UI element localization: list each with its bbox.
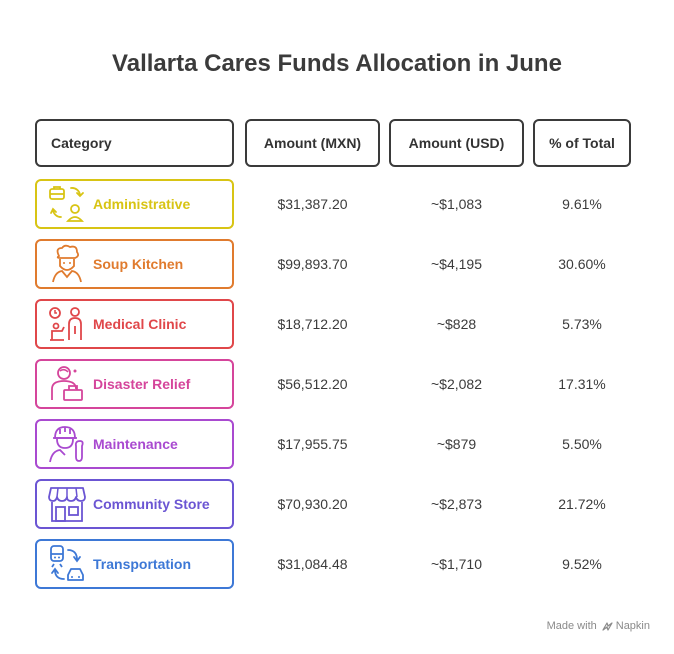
category-label: Maintenance (93, 436, 178, 452)
footer: Made with Napkin (547, 620, 650, 632)
doctor-icon (47, 304, 87, 344)
table-row: Administrative $31,387.20 ~$1,083 9.61% (0, 179, 674, 229)
amount-mxn-cell: $17,955.75 (277, 436, 348, 452)
category-medical-clinic: Medical Clinic (35, 299, 234, 349)
worker-icon (47, 424, 87, 464)
table-row: Medical Clinic $18,712.20 ~$828 5.73% (0, 299, 674, 349)
amount-usd-cell: ~$1,083 (431, 196, 482, 212)
amount-usd-cell: ~$2,873 (431, 496, 482, 512)
category-label: Community Store (93, 496, 210, 512)
header-amount-mxn: Amount (MXN) (245, 119, 380, 167)
percent-cell: 9.52% (562, 556, 602, 572)
header-percent-total: % of Total (533, 119, 631, 167)
amount-usd-cell: ~$2,082 (431, 376, 482, 392)
amount-mxn-cell: $31,084.48 (277, 556, 348, 572)
percent-cell: 30.60% (558, 256, 606, 272)
category-community-store: Community Store (35, 479, 234, 529)
relief-icon (47, 364, 87, 404)
header-amount-usd: Amount (USD) (389, 119, 524, 167)
table-row: Maintenance $17,955.75 ~$879 5.50% (0, 419, 674, 469)
amount-mxn-cell: $31,387.20 (277, 196, 348, 212)
category-label: Medical Clinic (93, 316, 187, 332)
footer-made-with: Made with (546, 620, 597, 632)
percent-cell: 9.61% (562, 196, 602, 212)
category-label: Transportation (93, 556, 192, 572)
category-label: Administrative (93, 196, 191, 212)
category-disaster-relief: Disaster Relief (35, 359, 234, 409)
table-row: Transportation $31,084.48 ~$1,710 9.52% (0, 539, 674, 589)
admin-icon (47, 184, 87, 224)
amount-mxn-cell: $18,712.20 (277, 316, 348, 332)
category-label: Soup Kitchen (93, 256, 184, 272)
category-soup-kitchen: Soup Kitchen (35, 239, 234, 289)
amount-usd-cell: ~$4,195 (431, 256, 482, 272)
percent-cell: 21.72% (558, 496, 606, 512)
transport-icon (47, 544, 87, 584)
category-maintenance: Maintenance (35, 419, 234, 469)
header-category: Category (35, 119, 234, 167)
page-title: Vallarta Cares Funds Allocation in June (112, 50, 562, 77)
amount-usd-cell: ~$879 (436, 436, 477, 452)
category-transportation: Transportation (35, 539, 234, 589)
amount-usd-cell: ~$828 (436, 316, 477, 332)
footer-brand: Napkin (615, 620, 650, 632)
amount-mxn-cell: $56,512.20 (277, 376, 348, 392)
category-label: Disaster Relief (93, 376, 191, 392)
table-row: Soup Kitchen $99,893.70 ~$4,195 30.60% (0, 239, 674, 289)
table-row: Disaster Relief $56,512.20 ~$2,082 17.31% (0, 359, 674, 409)
napkin-logo-icon (602, 621, 613, 632)
store-icon (47, 484, 87, 524)
amount-mxn-cell: $99,893.70 (277, 256, 348, 272)
amount-usd-cell: ~$1,710 (431, 556, 482, 572)
chef-icon (47, 244, 87, 284)
percent-cell: 5.73% (562, 316, 602, 332)
amount-mxn-cell: $70,930.20 (277, 496, 348, 512)
percent-cell: 17.31% (558, 376, 606, 392)
category-administrative: Administrative (35, 179, 234, 229)
percent-cell: 5.50% (562, 436, 602, 452)
table-row: Community Store $70,930.20 ~$2,873 21.72% (0, 479, 674, 529)
